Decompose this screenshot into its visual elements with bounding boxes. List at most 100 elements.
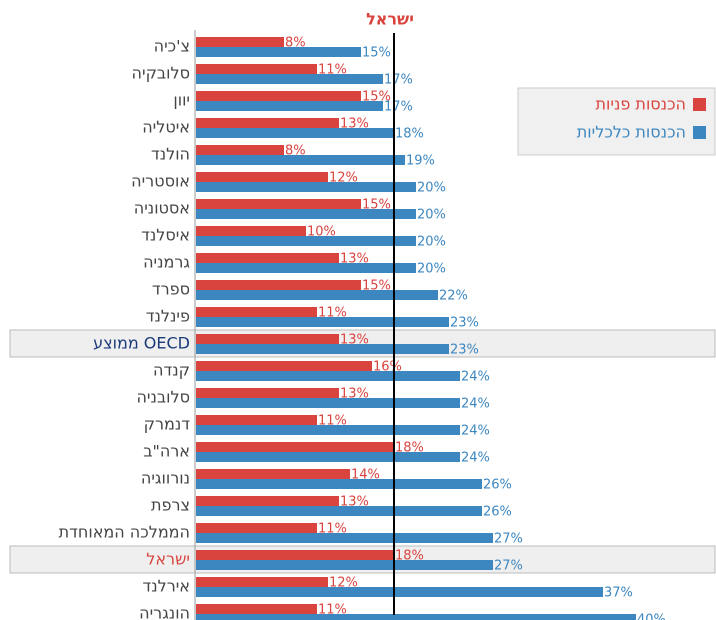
bar xyxy=(196,128,394,138)
value-label: 20% xyxy=(417,181,446,196)
bar xyxy=(196,280,361,290)
value-label: 40% xyxy=(637,613,666,620)
bar xyxy=(196,479,482,489)
value-label: 23% xyxy=(450,316,479,331)
bar xyxy=(196,47,361,57)
category-label: ארה"ב xyxy=(143,442,190,461)
value-label: 15% xyxy=(362,279,391,294)
category-label: נורווגיה xyxy=(141,469,190,488)
value-label: 20% xyxy=(417,262,446,277)
value-label: 17% xyxy=(384,73,413,88)
category-label: יוון xyxy=(173,91,190,110)
category-label: סלובניה xyxy=(136,388,190,407)
bar xyxy=(196,371,460,381)
category-label: הונגריה xyxy=(139,604,190,620)
category-label: ישראל xyxy=(146,550,190,569)
bar xyxy=(196,101,383,111)
value-label: 11% xyxy=(318,522,347,537)
value-label: 12% xyxy=(329,576,358,591)
category-label: הממלכה המאוחדת xyxy=(59,523,190,542)
value-label: 13% xyxy=(340,495,369,510)
value-label: 24% xyxy=(461,397,490,412)
legend-label: הכנסות כלכליות xyxy=(577,123,686,142)
value-label: 15% xyxy=(362,198,391,213)
bar xyxy=(196,91,361,101)
category-label: איסלנד xyxy=(141,226,190,245)
value-label: 24% xyxy=(461,451,490,466)
bar xyxy=(196,587,603,597)
value-label: 14% xyxy=(351,468,380,483)
bar xyxy=(196,37,284,47)
category-label: ממוצע OECD xyxy=(93,334,190,353)
bar xyxy=(196,64,317,74)
bar xyxy=(196,361,372,371)
bar xyxy=(196,388,339,398)
category-label: הולנד xyxy=(151,145,190,164)
value-label: 11% xyxy=(318,603,347,618)
bar xyxy=(196,182,416,192)
bar xyxy=(196,604,317,614)
value-label: 11% xyxy=(318,306,347,321)
bar xyxy=(196,496,339,506)
bar xyxy=(196,577,328,587)
value-label: 12% xyxy=(329,171,358,186)
legend-label: הכנסות פניות xyxy=(595,95,686,114)
value-label: 23% xyxy=(450,343,479,358)
value-label: 22% xyxy=(439,289,468,304)
value-label: 37% xyxy=(604,586,633,601)
category-label: אירלנד xyxy=(142,577,190,596)
bar xyxy=(196,452,460,462)
bar xyxy=(196,344,449,354)
bar xyxy=(196,398,460,408)
value-label: 18% xyxy=(395,127,424,142)
value-label: 18% xyxy=(395,549,424,564)
bar xyxy=(196,506,482,516)
bar xyxy=(196,236,416,246)
value-label: 8% xyxy=(285,144,306,159)
category-label: גרמניה xyxy=(143,253,190,272)
category-label: סלובקיה xyxy=(132,64,190,83)
bar xyxy=(196,334,339,344)
reference-label: ישראל xyxy=(366,10,414,29)
category-label: פינלנד xyxy=(146,307,190,326)
bar xyxy=(196,415,317,425)
bar xyxy=(196,469,350,479)
bar xyxy=(196,317,449,327)
category-label: דנמרק xyxy=(144,415,191,434)
value-label: 8% xyxy=(285,36,306,51)
bar xyxy=(196,145,284,155)
value-label: 15% xyxy=(362,90,391,105)
value-label: 11% xyxy=(318,414,347,429)
category-label: איטליה xyxy=(142,118,190,137)
value-label: 24% xyxy=(461,424,490,439)
bar xyxy=(196,614,636,620)
value-label: 13% xyxy=(340,117,369,132)
value-label: 18% xyxy=(395,441,424,456)
category-label: ספרד xyxy=(152,280,190,299)
bar xyxy=(196,533,493,543)
bar xyxy=(196,74,383,84)
category-label: צ'כיה xyxy=(154,37,190,56)
value-label: 13% xyxy=(340,333,369,348)
category-label: קנדה xyxy=(153,361,190,380)
bar xyxy=(196,253,339,263)
category-label: אסטוניה xyxy=(134,199,190,218)
value-label: 15% xyxy=(362,46,391,61)
value-label: 11% xyxy=(318,63,347,78)
value-label: 20% xyxy=(417,208,446,223)
category-label: צרפת xyxy=(151,496,190,515)
value-label: 10% xyxy=(307,225,336,240)
bar xyxy=(196,560,493,570)
bar xyxy=(196,550,394,560)
value-label: 26% xyxy=(483,505,512,520)
value-label: 13% xyxy=(340,252,369,267)
bar xyxy=(196,290,438,300)
bar xyxy=(196,425,460,435)
bar xyxy=(196,442,394,452)
bar xyxy=(196,523,317,533)
value-label: 17% xyxy=(384,100,413,115)
bar xyxy=(196,307,317,317)
value-label: 24% xyxy=(461,370,490,385)
bar xyxy=(196,263,416,273)
